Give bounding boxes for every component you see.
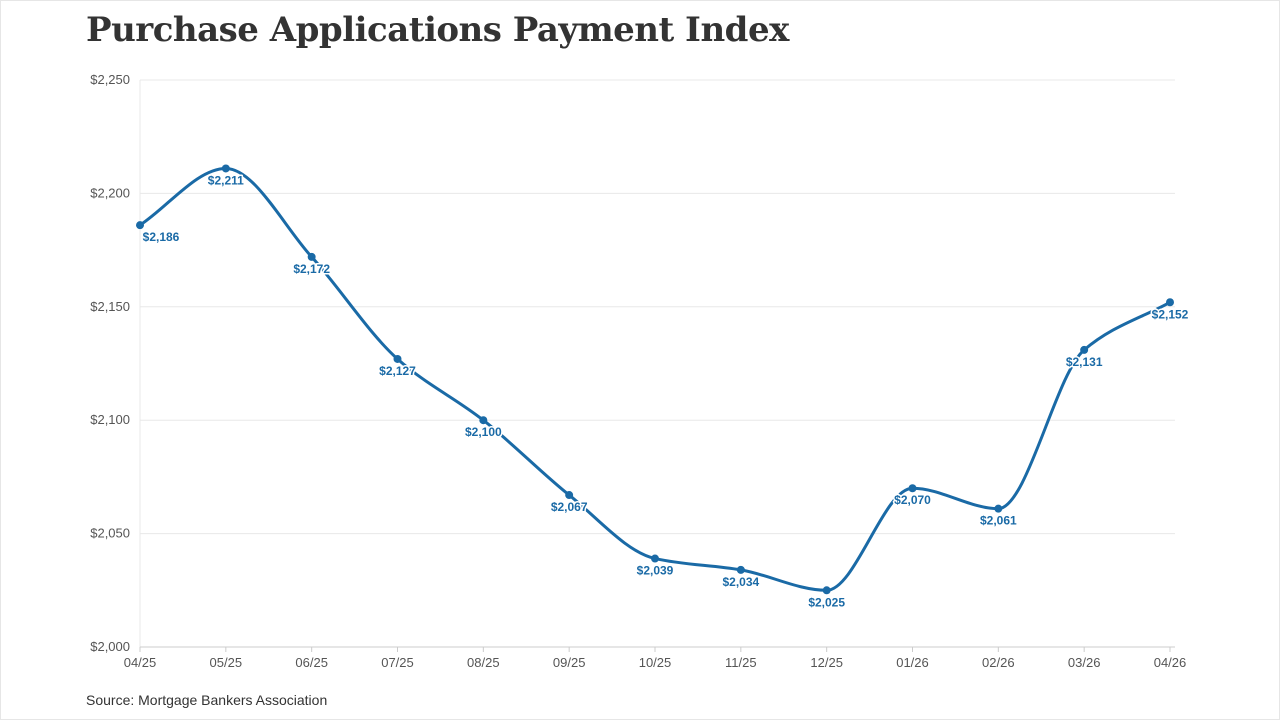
data-point [651, 554, 659, 563]
data-label: $2,131 [1066, 355, 1103, 369]
x-tick-label: 01/26 [896, 655, 929, 670]
data-point [136, 221, 144, 230]
data-label: $2,100 [465, 425, 502, 439]
chart-title: Purchase Applications Payment Index [86, 10, 789, 50]
y-tick-label: $2,150 [90, 299, 130, 314]
x-tick-label: 04/26 [1154, 655, 1187, 670]
data-point [908, 484, 917, 493]
y-tick-label: $2,050 [90, 526, 130, 541]
data-label: $2,152 [1152, 307, 1189, 321]
data-point [565, 491, 574, 500]
axes: $2,000 $2,050 $2,100 $2,150 $2,200 $2,250 04/2… [90, 72, 1186, 670]
x-tick-label: 04/25 [124, 655, 157, 670]
data-label: $2,186 [143, 230, 180, 244]
y-tick-label: $2,250 [90, 72, 130, 87]
y-tick-label: $2,100 [90, 412, 130, 427]
x-tick-label: 10/25 [639, 655, 672, 670]
source-note: Source: Mortgage Bankers Association [86, 692, 328, 708]
gridlines [140, 79, 1175, 535]
data-label: $2,039 [637, 564, 674, 578]
y-tick-label: $2,000 [90, 639, 130, 654]
x-tick-label: 06/25 [295, 655, 328, 670]
data-point [307, 252, 316, 261]
data-point [1080, 345, 1089, 354]
data-label: $2,127 [379, 364, 416, 378]
x-tick-label: 09/25 [553, 655, 586, 670]
data-label: $2,061 [980, 514, 1017, 528]
data-point [736, 565, 745, 574]
data-labels: $2,186 $2,211 $2,172 $2,127 $2,100 $2,067 $2,0… [141, 172, 1190, 611]
data-point [1166, 298, 1174, 307]
x-tick-label: 07/25 [381, 655, 414, 670]
data-label: $2,172 [293, 262, 330, 276]
data-point [221, 164, 230, 173]
data-label: $2,067 [551, 500, 588, 514]
data-point [393, 354, 402, 363]
y-tick-label: $2,200 [90, 185, 130, 200]
x-tick-label: 11/25 [725, 655, 757, 670]
data-points [136, 164, 1174, 595]
x-tick-label: 05/25 [210, 655, 243, 670]
data-point [822, 586, 831, 595]
x-tick-label: 08/25 [467, 655, 500, 670]
x-tick-label: 02/26 [982, 655, 1015, 670]
data-label: $2,025 [808, 595, 845, 609]
data-point [994, 504, 1003, 513]
data-label: $2,211 [208, 173, 244, 187]
x-tick-label: 12/25 [810, 655, 843, 670]
data-label: $2,034 [722, 575, 759, 589]
data-label: $2,070 [894, 493, 931, 507]
data-point [479, 416, 488, 425]
x-tick-label: 03/26 [1068, 655, 1101, 670]
